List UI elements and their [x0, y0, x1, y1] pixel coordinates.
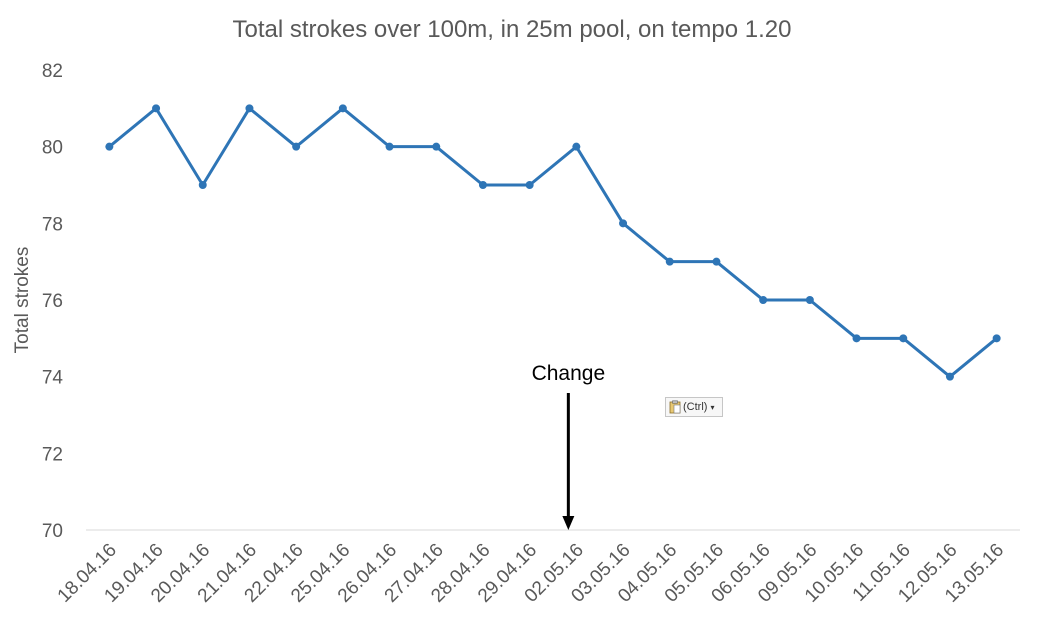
- data-point: [572, 142, 581, 151]
- data-point: [665, 257, 674, 266]
- y-tick-label: 78: [42, 214, 63, 235]
- data-point: [478, 181, 487, 189]
- y-tick-label: 80: [42, 138, 63, 159]
- data-point: [852, 334, 861, 343]
- y-axis-ticks: 70 72 74 76 78 80 82: [42, 61, 64, 542]
- chevron-down-icon: ▾: [710, 402, 715, 412]
- x-axis-ticks: 18.04.1619.04.1620.04.1621.04.1622.04.16…: [54, 540, 1008, 607]
- change-annotation-arrow: [562, 393, 575, 530]
- y-tick-label: 76: [42, 291, 63, 312]
- y-tick-label: 82: [42, 61, 63, 82]
- data-point: [759, 296, 768, 304]
- data-point: [712, 257, 721, 266]
- y-axis-label: Total strokes: [12, 247, 33, 354]
- data-point: [245, 104, 254, 113]
- data-point: [152, 104, 161, 113]
- paste-options-button[interactable]: (Ctrl) ▾: [665, 397, 723, 417]
- change-annotation-label: Change: [532, 362, 606, 385]
- chart-title: Total strokes over 100m, in 25m pool, on…: [233, 16, 792, 43]
- data-point: [805, 296, 814, 304]
- y-tick-label: 70: [42, 521, 63, 542]
- data-point: [432, 142, 441, 151]
- data-point: [619, 219, 628, 228]
- clipboard-icon: [669, 400, 681, 414]
- data-point: [899, 334, 908, 343]
- data-point: [385, 142, 394, 151]
- y-tick-label: 72: [42, 444, 63, 465]
- data-point: [105, 142, 114, 151]
- data-points: [105, 104, 1001, 381]
- paste-options-label: (Ctrl): [683, 401, 708, 413]
- data-point: [525, 181, 534, 189]
- series-line: [108, 106, 998, 379]
- data-point: [992, 334, 1001, 343]
- data-point: [338, 104, 347, 113]
- data-point: [292, 142, 301, 151]
- data-point: [198, 181, 207, 189]
- data-point: [945, 372, 954, 381]
- y-tick-label: 74: [42, 368, 64, 389]
